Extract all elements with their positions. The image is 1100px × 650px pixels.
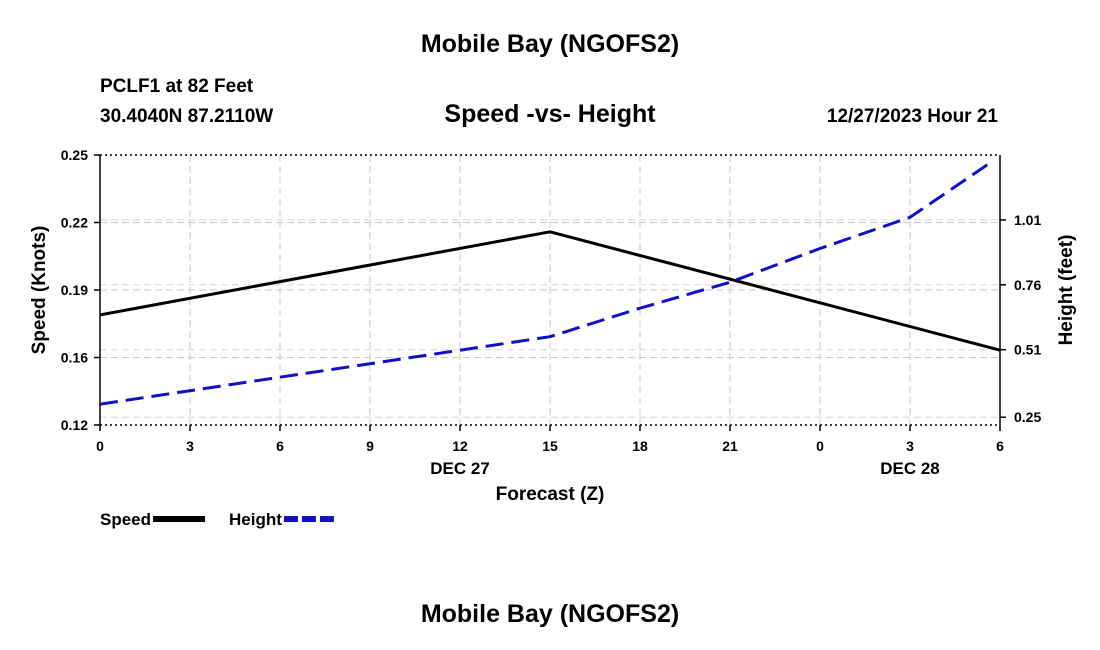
x-tick-label: 12 <box>452 438 468 454</box>
y-left-tick-label: 0.12 <box>61 417 88 433</box>
x-tick-label: 18 <box>632 438 648 454</box>
x-tick-label: 0 <box>96 438 104 454</box>
chart-subtitle: Speed -vs- Height <box>444 100 656 128</box>
axes <box>94 154 1006 431</box>
axis-labels: 0 3 6 9 12 15 18 21 0 3 6 DEC 27 DEC 28 Forecast (Z) 0… <box>29 147 1077 505</box>
x-tick-label: 6 <box>276 438 284 454</box>
y-right-axis-title: Height (feet) <box>1056 235 1077 346</box>
grid <box>100 155 1000 425</box>
x-tick-label: 3 <box>906 438 914 454</box>
x-date-label: DEC 27 <box>430 459 490 478</box>
speed-height-chart: 0 3 6 9 12 15 18 21 0 3 6 DEC 27 DEC 28 Forecast (Z) 0… <box>29 147 1077 529</box>
legend-label-height: Height <box>229 510 282 529</box>
x-tick-label: 0 <box>816 438 824 454</box>
y-right-tick-label: 1.01 <box>1014 212 1041 228</box>
station-label: PCLF1 at 82 Feet <box>100 76 254 97</box>
y-left-tick-label: 0.16 <box>61 350 88 366</box>
series <box>99 158 1001 406</box>
legend: Speed Height <box>100 510 336 529</box>
series-line-speed <box>99 230 1001 352</box>
y-left-tick-label: 0.22 <box>61 215 88 231</box>
y-left-tick-label: 0.25 <box>61 147 88 163</box>
forecast-datetime: 12/27/2023 Hour 21 <box>826 106 998 127</box>
x-tick-label: 3 <box>186 438 194 454</box>
chart-title-bottom: Mobile Bay (NGOFS2) <box>420 600 680 628</box>
x-date-label: DEC 28 <box>880 459 940 478</box>
y-right-tick-label: 0.51 <box>1014 342 1041 358</box>
y-right-tick-label: 0.25 <box>1014 409 1041 425</box>
y-left-axis-title: Speed (Knots) <box>29 226 50 355</box>
chart-title-top: Mobile Bay (NGOFS2) <box>420 30 680 58</box>
x-tick-label: 21 <box>722 438 738 454</box>
x-tick-label: 9 <box>366 438 374 454</box>
y-right-tick-label: 0.76 <box>1014 277 1041 293</box>
x-tick-label: 15 <box>542 438 558 454</box>
series-line-height <box>99 158 995 406</box>
x-tick-label: 6 <box>996 438 1004 454</box>
legend-label-speed: Speed <box>100 510 151 529</box>
y-left-tick-label: 0.19 <box>61 282 88 298</box>
station-coordinates: 30.4040N 87.2110W <box>100 106 274 127</box>
x-axis-title: Forecast (Z) <box>496 484 605 505</box>
